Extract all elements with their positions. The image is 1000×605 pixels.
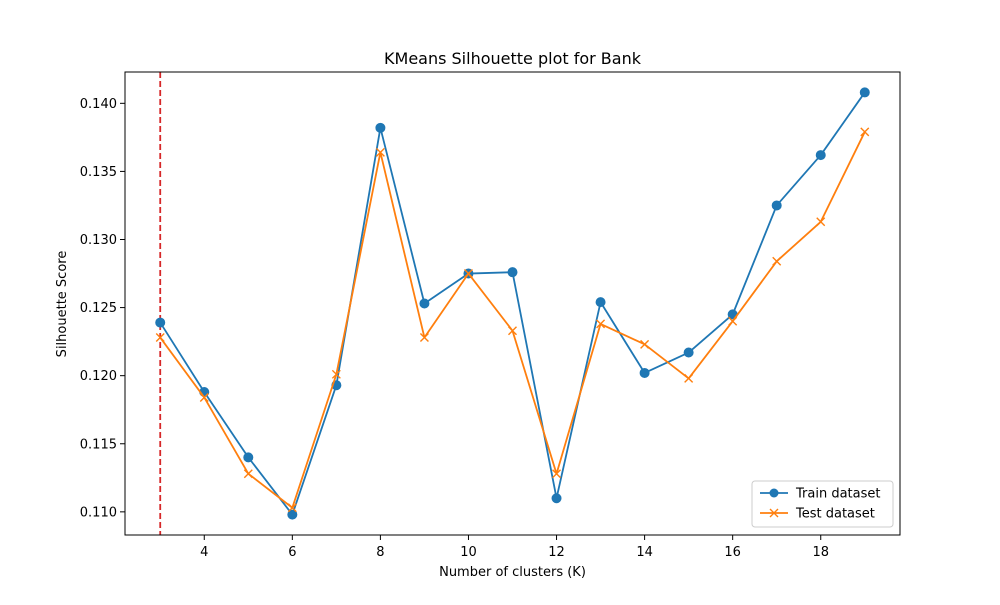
data-point — [859, 87, 870, 98]
data-point — [815, 150, 826, 161]
y-axis-label: Silhouette Score — [55, 251, 70, 358]
data-point — [683, 347, 694, 358]
data-point — [595, 297, 606, 308]
legend-marker — [769, 508, 779, 518]
data-point — [552, 469, 562, 479]
data-point — [860, 127, 870, 137]
data-point — [507, 267, 518, 278]
x-tick-label: 14 — [636, 545, 653, 560]
data-point — [771, 200, 782, 211]
x-tick-label: 4 — [200, 545, 208, 560]
data-point — [419, 298, 430, 309]
x-tick-label: 16 — [724, 545, 741, 560]
chart-title: KMeans Silhouette plot for Bank — [384, 49, 642, 68]
legend: Train dataset Test dataset — [751, 480, 894, 528]
data-point — [243, 469, 253, 479]
legend-label: Train dataset — [795, 487, 880, 502]
y-tick-label: 0.135 — [80, 165, 117, 180]
data-point — [772, 256, 782, 266]
x-axis-label: Number of clusters (K) — [439, 565, 586, 580]
data-point — [243, 452, 254, 463]
y-tick-label: 0.120 — [80, 369, 117, 384]
data-point — [419, 333, 429, 343]
y-tick-label: 0.140 — [80, 97, 117, 112]
data-point — [728, 316, 738, 326]
data-point — [596, 319, 606, 329]
x-tick-label: 18 — [812, 545, 829, 560]
x-tick-label: 12 — [548, 545, 565, 560]
legend-marker — [769, 488, 779, 498]
x-tick-label: 6 — [288, 545, 296, 560]
data-point — [640, 339, 650, 349]
data-point — [551, 493, 562, 504]
x-tick-label: 8 — [376, 545, 384, 560]
data-point — [287, 503, 297, 513]
plot-area: 4 6 8 10 12 14 16 18 0.110 0.115 0.120 0.125 0.130 0.… — [80, 71, 901, 560]
data-point — [287, 509, 298, 520]
data-point — [639, 367, 650, 378]
data-point — [463, 269, 473, 279]
data-point — [155, 317, 166, 328]
data-point — [375, 122, 386, 133]
axes-frame — [124, 71, 901, 536]
data-point — [684, 373, 694, 383]
y-tick-label: 0.130 — [80, 233, 117, 248]
data-point — [199, 392, 209, 402]
x-tick-label: 10 — [460, 545, 477, 560]
data-point — [331, 369, 341, 379]
data-point — [508, 326, 517, 336]
y-tick-label: 0.115 — [80, 437, 117, 452]
y-tick-label: 0.110 — [80, 505, 117, 520]
data-point — [816, 217, 826, 227]
data-point — [155, 333, 165, 343]
y-tick-label: 0.125 — [80, 301, 117, 316]
legend-label: Test dataset — [795, 507, 875, 522]
plot-background — [125, 72, 900, 535]
data-point — [375, 147, 385, 157]
